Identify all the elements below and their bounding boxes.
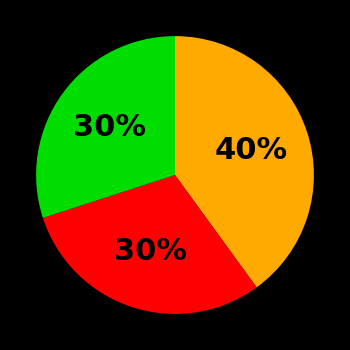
Text: 40%: 40% — [215, 135, 288, 164]
Text: 30%: 30% — [74, 113, 146, 142]
Text: 30%: 30% — [114, 237, 187, 266]
Wedge shape — [36, 36, 175, 218]
Wedge shape — [43, 175, 257, 314]
Wedge shape — [175, 36, 314, 287]
